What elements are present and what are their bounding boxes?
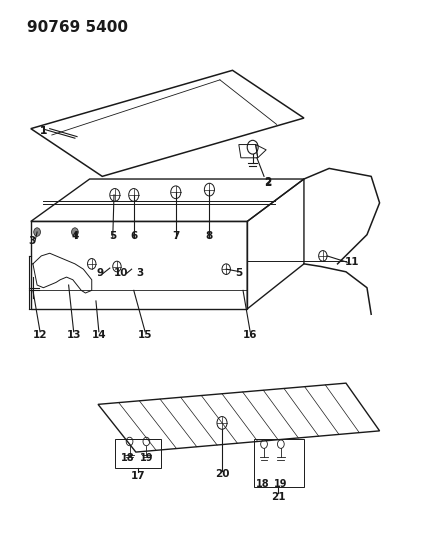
Text: 18: 18 xyxy=(256,479,269,489)
Text: 19: 19 xyxy=(274,479,288,489)
Circle shape xyxy=(34,228,41,236)
Text: 1: 1 xyxy=(40,126,47,136)
Text: 8: 8 xyxy=(206,231,213,241)
Text: 1: 1 xyxy=(40,126,47,136)
Text: 10: 10 xyxy=(114,269,129,278)
Text: 21: 21 xyxy=(271,492,285,502)
Text: 20: 20 xyxy=(215,470,229,479)
Text: 5: 5 xyxy=(109,231,116,241)
Text: 18: 18 xyxy=(121,454,134,463)
Text: 4: 4 xyxy=(71,231,79,241)
Text: 90769 5400: 90769 5400 xyxy=(27,20,128,35)
Text: 13: 13 xyxy=(66,330,81,341)
Text: 14: 14 xyxy=(91,330,106,341)
Text: 15: 15 xyxy=(138,330,152,341)
Text: 17: 17 xyxy=(131,471,145,481)
Text: 2: 2 xyxy=(265,177,272,188)
Text: 16: 16 xyxy=(243,330,258,341)
Text: 3: 3 xyxy=(137,269,144,278)
Text: 2: 2 xyxy=(265,176,272,187)
Text: 9: 9 xyxy=(96,269,104,278)
Text: 12: 12 xyxy=(33,330,47,341)
Text: 5: 5 xyxy=(235,269,242,278)
Text: 19: 19 xyxy=(140,454,153,463)
Text: 6: 6 xyxy=(130,231,137,241)
Text: 11: 11 xyxy=(345,257,360,267)
Text: 3: 3 xyxy=(28,236,35,246)
Circle shape xyxy=(71,228,78,236)
Text: 7: 7 xyxy=(172,231,179,241)
